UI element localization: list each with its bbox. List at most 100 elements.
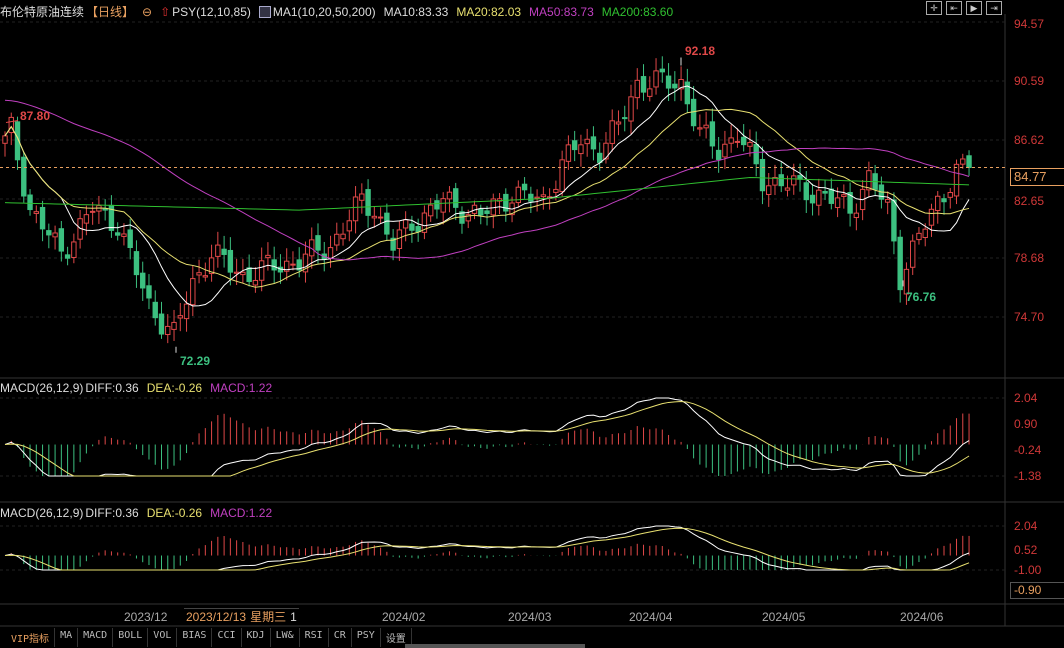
cursor-date-label: 2023/12/13 星期三 1 — [184, 608, 299, 625]
tab-bias[interactable]: BIAS — [177, 628, 213, 647]
candle-down — [778, 174, 784, 187]
candle-down — [484, 210, 490, 214]
candle-down — [453, 188, 459, 208]
candle-up — [747, 142, 753, 147]
scrollbar[interactable] — [405, 644, 585, 648]
candle-down — [390, 237, 396, 251]
tab-vip[interactable]: VIP指标 — [6, 628, 56, 647]
candle-up — [534, 196, 540, 199]
candle-up — [841, 194, 847, 197]
candle-up — [402, 219, 409, 229]
candle-up — [678, 78, 684, 90]
tab-settings[interactable]: 设置 — [381, 628, 412, 647]
candle-up — [916, 232, 922, 241]
high-label: 87.80 — [20, 109, 51, 123]
candle-down — [528, 193, 534, 202]
candle-down — [503, 193, 509, 212]
candle-up — [290, 263, 296, 266]
settings-circle-icon[interactable]: ⊖ — [142, 4, 153, 19]
candle-down — [27, 194, 33, 211]
tab-ma[interactable]: MA — [55, 628, 79, 647]
candle-up — [515, 186, 522, 204]
psy-label[interactable]: PSY(12,10,85) — [172, 4, 251, 19]
candle-down — [715, 149, 722, 160]
tab-boll[interactable]: BOLL — [113, 628, 149, 647]
dea-line — [4, 527, 970, 571]
candle-down — [665, 75, 672, 89]
candle-down — [690, 98, 697, 127]
x-tick: 2023/12 — [124, 610, 168, 624]
candle-up — [465, 214, 471, 222]
candle-down — [640, 76, 647, 93]
zoom-range-icon[interactable]: ⇤ — [946, 1, 962, 15]
tab-rsi[interactable]: RSI — [300, 628, 329, 647]
candle-down — [753, 144, 759, 165]
candle-up — [52, 232, 58, 238]
tab-cci[interactable]: CCI — [212, 628, 242, 647]
price-tick: 94.57 — [1014, 17, 1045, 31]
period-label[interactable]: 【日线】 — [86, 5, 135, 19]
macd-name[interactable]: MACD(26,12,9) — [0, 506, 84, 520]
ma10-value: MA10:83.33 — [383, 4, 449, 19]
candle-up — [284, 260, 290, 272]
low-label: 72.29 — [180, 354, 211, 368]
candle-up — [89, 210, 96, 213]
candle-up — [565, 144, 572, 162]
tab-psy[interactable]: PSY — [352, 628, 381, 647]
candle-down — [828, 188, 835, 204]
candle-up — [553, 188, 559, 193]
tab-macd[interactable]: MACD — [78, 628, 114, 647]
low-label: 76.76 — [906, 290, 937, 304]
diff-value: DIFF:0.36 — [85, 381, 139, 395]
macd-tick: 2.04 — [1014, 519, 1038, 533]
cursor-date: 2023/12/13 — [186, 610, 247, 624]
candle-down — [966, 155, 972, 168]
candle-down — [684, 81, 691, 105]
ma20-line — [4, 108, 970, 288]
cursor-extra: 1 — [290, 610, 297, 624]
exit-icon[interactable]: ⇥ — [986, 1, 1002, 15]
candle-up — [196, 272, 202, 276]
price-tick: 86.62 — [1014, 133, 1045, 147]
candle-down — [46, 230, 52, 236]
macd-value: MACD:1.22 — [210, 506, 273, 520]
candle-up — [359, 193, 365, 201]
candle-down — [622, 117, 628, 120]
candle-up — [171, 321, 177, 330]
tab-lw[interactable]: LW& — [271, 628, 300, 647]
candle-down — [941, 198, 947, 203]
tab-cr[interactable]: CR — [329, 628, 352, 647]
diff-line — [4, 525, 970, 571]
candle-up — [722, 143, 728, 158]
candle-down — [809, 194, 816, 204]
candle-down — [597, 152, 603, 163]
candle-up — [653, 70, 659, 88]
macd-name[interactable]: MACD(26,12,9) — [0, 381, 84, 395]
dea-line — [4, 401, 970, 477]
candle-down — [102, 208, 108, 211]
tab-kdj[interactable]: KDJ — [242, 628, 271, 647]
candle-up — [334, 233, 340, 246]
ma-label[interactable]: MA1(10,20,50,200) — [272, 4, 376, 19]
macd1-legend: MACD(26,12,9) DIFF:0.36 DEA:-0.26 MACD:1… — [0, 381, 272, 395]
candle-up — [615, 121, 622, 125]
candle-up — [8, 116, 14, 134]
tab-vol[interactable]: VOL — [148, 628, 178, 647]
candle-up — [910, 240, 916, 268]
chart-tools: ✛ ⇤ ▶ ⇥ — [926, 1, 1002, 15]
candle-up — [928, 208, 935, 226]
candle-up — [734, 140, 741, 143]
instrument-title: 布伦特原油连续 — [0, 5, 85, 19]
candle-up — [215, 244, 221, 257]
candle-up — [421, 212, 428, 233]
crosshair-icon[interactable]: ✛ — [926, 1, 942, 15]
candle-down — [822, 190, 828, 194]
price-tick: 74.70 — [1014, 310, 1045, 324]
play-icon[interactable]: ▶ — [966, 1, 982, 15]
candle-down — [14, 121, 21, 161]
chart-icon[interactable] — [258, 5, 271, 18]
candle-up — [866, 170, 872, 191]
candle-down — [221, 248, 227, 255]
candle-up — [578, 144, 584, 155]
